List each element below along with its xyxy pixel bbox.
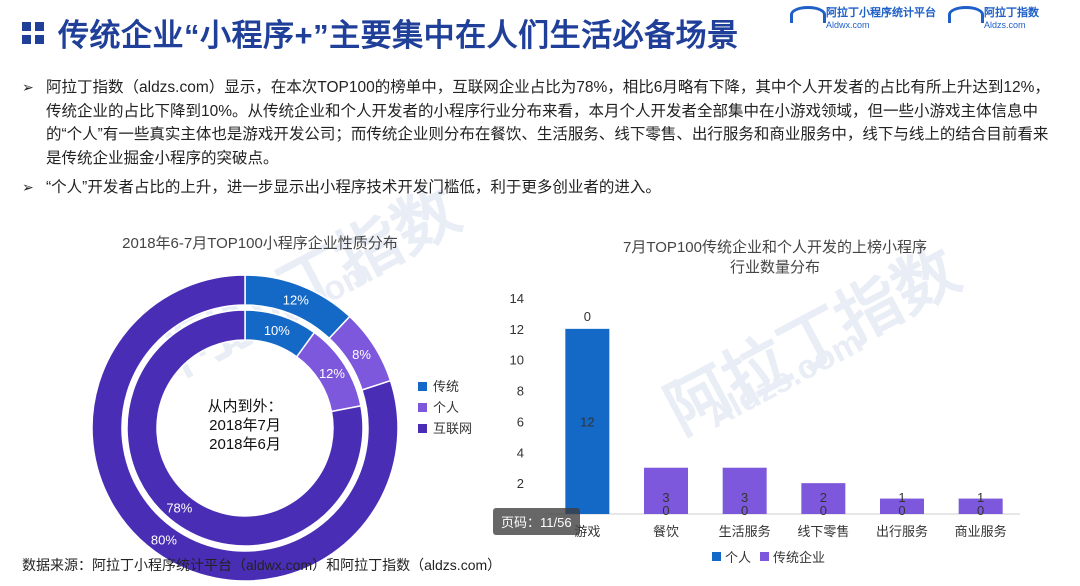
donut-center-label-1: 从内到外： (207, 398, 282, 415)
grid-icon (22, 22, 44, 44)
donut-slice-label: 12% (319, 366, 345, 381)
arrow-bullet-icon: ➢ (22, 79, 34, 95)
bar-value-label: 3 (662, 490, 669, 505)
bar (958, 498, 1003, 514)
logo-name: 阿拉丁小程序统计平台 (826, 7, 936, 19)
logo-lamp-icon (948, 6, 984, 23)
bullet-item: ➢ “个人”开发者占比的上升，进一步显示出小程序技术开发门槛低，利于更多创业者的… (22, 176, 1062, 200)
donut-slice-label: 8% (352, 347, 371, 362)
legend-swatch (418, 403, 427, 412)
bar (644, 467, 688, 514)
legend-label: 个人 (433, 400, 459, 415)
x-tick-label: 线下零售 (797, 524, 849, 539)
bar-chart-title-line-1: 7月TOP100传统企业和个人开发的上榜小程序 (623, 238, 927, 256)
data-source-note: 数据来源：阿拉丁小程序统计平台（aldwx.com）和阿拉丁指数（aldzs.c… (22, 557, 502, 573)
x-tick-label: 商业服务 (955, 524, 1007, 539)
bar-value-label: 0 (820, 503, 827, 518)
y-tick-label: 12 (510, 322, 524, 337)
arrow-bullet-icon: ➢ (22, 179, 34, 195)
y-tick-label: 4 (517, 445, 524, 460)
x-tick-label: 出行服务 (876, 524, 928, 539)
x-tick-label: 餐饮 (653, 524, 679, 539)
donut-center-label-2: 2018年7月 (209, 417, 281, 434)
bar-value-label: 12 (580, 414, 594, 429)
x-tick-label: 生活服务 (719, 524, 771, 539)
page-number-badge: 页码：11/56 (493, 508, 580, 535)
logo-url: Aldzs.com (984, 20, 1026, 30)
bar (801, 483, 846, 514)
logo-aldzs: 阿拉丁指数 Aldzs.com (948, 4, 1039, 30)
bar-value-label: 0 (977, 503, 984, 518)
donut-slice (126, 309, 364, 547)
bullet-item: ➢ 阿拉丁指数（aldzs.com）显示，在本次TOP100的榜单中，互联网企业… (22, 76, 1062, 170)
donut-center-label-3: 2018年6月 (209, 436, 281, 453)
y-tick-label: 2 (517, 476, 524, 491)
logo-lamp-icon (790, 6, 826, 23)
bar-chart-title-line-2: 行业数量分布 (730, 259, 820, 276)
donut-slice (91, 274, 399, 582)
legend-label: 个人 (725, 550, 751, 565)
y-tick-label: 8 (517, 384, 524, 399)
bullet-text: “个人”开发者占比的上升，进一步显示出小程序技术开发门槛低，利于更多创业者的进入… (46, 179, 661, 196)
donut-chart-title: 2018年6-7月TOP100小程序企业性质分布 (122, 234, 398, 252)
legend-swatch (418, 382, 427, 391)
legend-label: 传统企业 (773, 550, 825, 565)
legend-swatch (760, 552, 769, 561)
bar-chart: 7月TOP100传统企业和个人开发的上榜小程序 行业数量分布 246810121… (510, 238, 1020, 565)
donut-slice-label: 12% (283, 293, 309, 308)
legend-swatch (418, 424, 427, 433)
bar-value-label: 2 (820, 490, 827, 505)
donut-slice-label: 78% (166, 500, 192, 515)
bullet-list: ➢ 阿拉丁指数（aldzs.com）显示，在本次TOP100的榜单中，互联网企业… (22, 76, 1062, 206)
y-tick-label: 14 (510, 291, 524, 306)
logo-url: Aldwx.com (826, 20, 870, 30)
bar-value-label: 0 (584, 309, 591, 324)
donut-slice-label: 80% (151, 533, 177, 548)
legend-label: 传统 (433, 379, 459, 394)
bar-value-label: 0 (741, 503, 748, 518)
logo-name: 阿拉丁指数 (984, 7, 1039, 19)
bullet-text: 阿拉丁指数（aldzs.com）显示，在本次TOP100的榜单中，互联网企业占比… (46, 79, 1050, 167)
legend-swatch (712, 552, 721, 561)
slide-header: 传统企业“小程序+”主要集中在人们生活必备场景 阿拉丁小程序统计平台 Aldwx… (0, 0, 1080, 66)
logo-aldwx: 阿拉丁小程序统计平台 Aldwx.com (790, 4, 936, 30)
x-tick-label: 游戏 (574, 524, 600, 539)
bar (880, 498, 924, 514)
donut-slice-label: 10% (264, 323, 290, 338)
bar (722, 467, 767, 514)
y-tick-label: 10 (510, 353, 524, 368)
bar (565, 328, 610, 514)
donut-rings: 10% 12% 78% 12% 8% 80% (91, 274, 399, 582)
doughnut-chart: 2018年6-7月TOP100小程序企业性质分布 10% 12% 78% 12% 8% 8… (91, 234, 472, 582)
bar-legend: 个人 传统企业 (712, 550, 825, 565)
bar-value-label: 0 (662, 503, 669, 518)
legend-label: 互联网 (433, 421, 472, 436)
bar-value-label: 3 (741, 490, 748, 505)
page-title: 传统企业“小程序+”主要集中在人们生活必备场景 (58, 18, 739, 53)
bar-value-label: 1 (898, 490, 905, 505)
y-tick-label: 6 (517, 414, 524, 429)
bar-value-label: 0 (898, 503, 905, 518)
bar-value-label: 1 (977, 490, 984, 505)
